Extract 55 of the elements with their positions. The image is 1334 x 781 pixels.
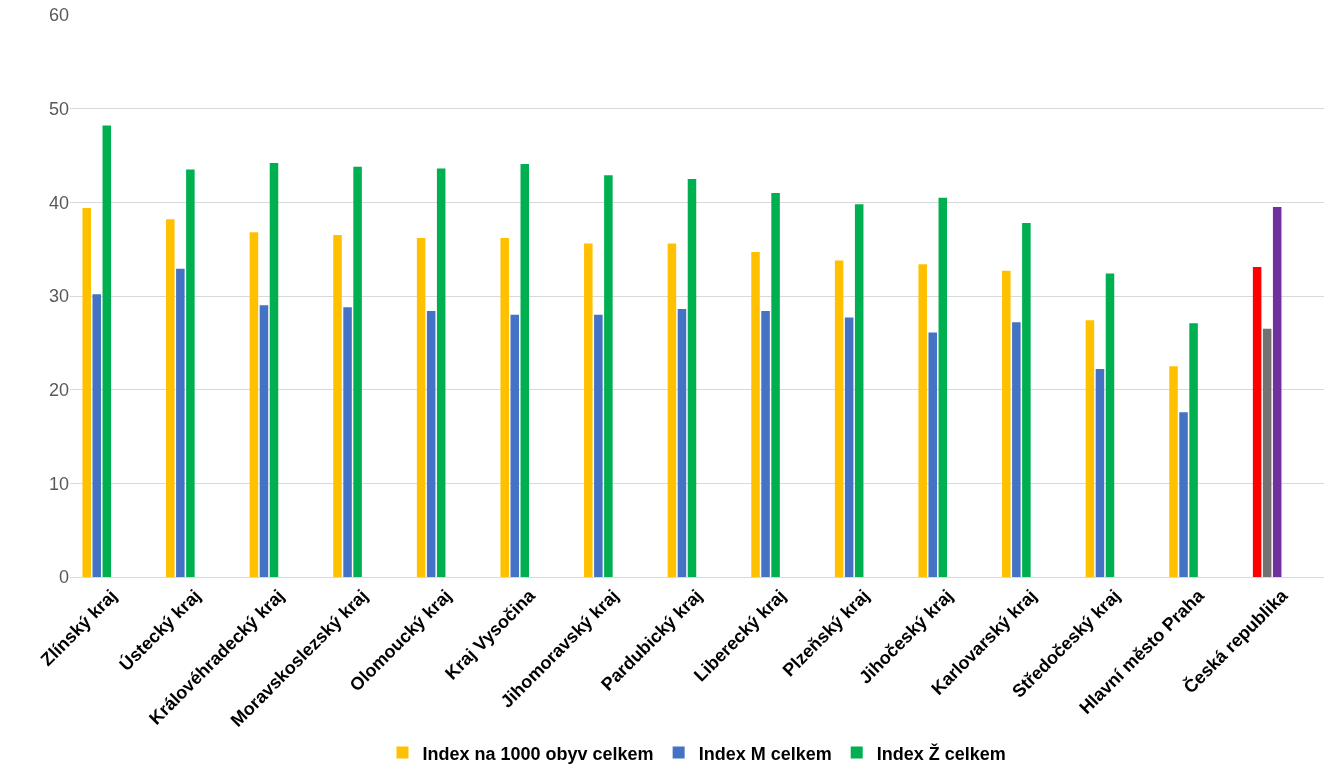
y-tick-label: 10 bbox=[48, 473, 69, 494]
bar bbox=[333, 235, 342, 577]
bar bbox=[604, 175, 613, 577]
bar bbox=[687, 178, 697, 577]
bar bbox=[761, 310, 770, 577]
bar bbox=[667, 243, 677, 577]
bar bbox=[353, 166, 362, 577]
bar bbox=[1189, 323, 1198, 577]
y-tick-label: 40 bbox=[48, 192, 69, 213]
bar bbox=[938, 197, 948, 577]
bar bbox=[176, 268, 185, 577]
bar bbox=[1022, 222, 1031, 577]
bar bbox=[584, 243, 593, 577]
y-tick-label: 50 bbox=[48, 98, 69, 119]
bar bbox=[92, 294, 102, 577]
bar bbox=[1105, 273, 1115, 577]
legend-label: Index Ž celkem bbox=[876, 742, 1006, 764]
bar bbox=[1095, 369, 1105, 577]
y-tick-label: 0 bbox=[58, 567, 69, 588]
bar bbox=[259, 305, 269, 577]
bar bbox=[1085, 320, 1095, 577]
bar bbox=[520, 163, 530, 577]
y-tick-label: 20 bbox=[48, 379, 69, 400]
bar bbox=[82, 207, 91, 577]
bar bbox=[771, 192, 780, 577]
bar bbox=[928, 332, 938, 577]
bar bbox=[249, 232, 259, 577]
bar bbox=[1169, 366, 1178, 577]
legend-label: Index na 1000 obyv celkem bbox=[422, 743, 654, 764]
bar bbox=[594, 314, 603, 577]
bar bbox=[269, 162, 279, 577]
bar bbox=[186, 169, 195, 577]
bar bbox=[102, 125, 112, 577]
legend-label: Index M celkem bbox=[698, 743, 832, 764]
bar bbox=[1002, 270, 1011, 577]
bar bbox=[510, 314, 520, 577]
bar bbox=[436, 168, 446, 577]
bar bbox=[1252, 266, 1262, 577]
y-tick-label: 30 bbox=[48, 286, 69, 307]
bar bbox=[1272, 207, 1282, 577]
bar bbox=[343, 307, 352, 577]
bar bbox=[751, 251, 760, 577]
bar bbox=[416, 237, 426, 577]
bar bbox=[918, 264, 927, 577]
y-tick-label: 60 bbox=[48, 5, 69, 26]
bar bbox=[1179, 412, 1188, 577]
bar bbox=[854, 204, 864, 577]
bar bbox=[1012, 322, 1021, 577]
bar bbox=[834, 260, 844, 577]
bar bbox=[1262, 328, 1272, 577]
bar bbox=[500, 237, 509, 577]
bar bbox=[844, 317, 854, 577]
bar bbox=[677, 309, 687, 577]
bar bbox=[166, 219, 175, 577]
bar bbox=[426, 310, 436, 577]
